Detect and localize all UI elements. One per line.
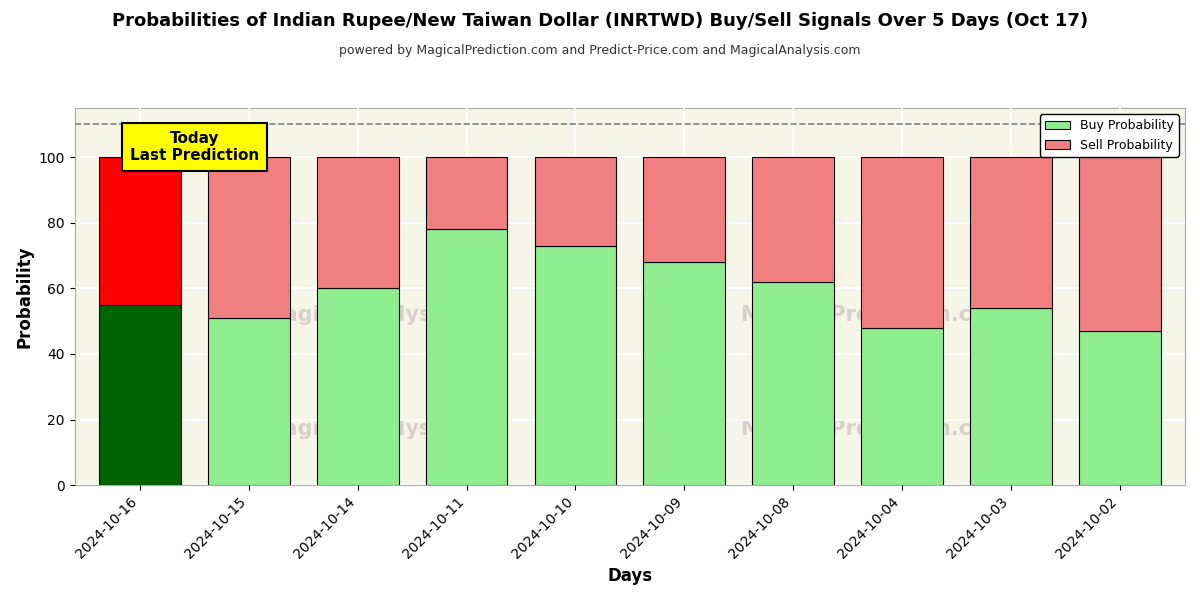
- Bar: [208, 157, 289, 318]
- Bar: [862, 157, 943, 328]
- Text: Probabilities of Indian Rupee/New Taiwan Dollar (INRTWD) Buy/Sell Signals Over 5: Probabilities of Indian Rupee/New Taiwan…: [112, 12, 1088, 30]
- Bar: [1079, 331, 1160, 485]
- Legend: Buy Probability, Sell Probability: Buy Probability, Sell Probability: [1040, 114, 1178, 157]
- Bar: [426, 157, 508, 229]
- Text: MagicalAnalysis.com: MagicalAnalysis.com: [263, 419, 508, 439]
- Bar: [426, 229, 508, 485]
- Bar: [752, 282, 834, 485]
- Bar: [534, 157, 617, 246]
- Text: MagicalPrediction.com: MagicalPrediction.com: [740, 419, 1008, 439]
- Bar: [1079, 157, 1160, 331]
- Bar: [970, 157, 1051, 308]
- Bar: [862, 328, 943, 485]
- Bar: [317, 289, 398, 485]
- Text: Today
Last Prediction: Today Last Prediction: [130, 131, 259, 163]
- Bar: [534, 246, 617, 485]
- Bar: [100, 305, 181, 485]
- Bar: [970, 308, 1051, 485]
- Bar: [643, 262, 725, 485]
- Bar: [752, 157, 834, 282]
- Bar: [317, 157, 398, 289]
- Bar: [100, 157, 181, 305]
- Text: MagicalAnalysis.com: MagicalAnalysis.com: [263, 305, 508, 325]
- X-axis label: Days: Days: [607, 567, 653, 585]
- Text: powered by MagicalPrediction.com and Predict-Price.com and MagicalAnalysis.com: powered by MagicalPrediction.com and Pre…: [340, 44, 860, 57]
- Bar: [643, 157, 725, 262]
- Text: MagicalPrediction.com: MagicalPrediction.com: [740, 305, 1008, 325]
- Y-axis label: Probability: Probability: [16, 245, 34, 348]
- Bar: [208, 318, 289, 485]
